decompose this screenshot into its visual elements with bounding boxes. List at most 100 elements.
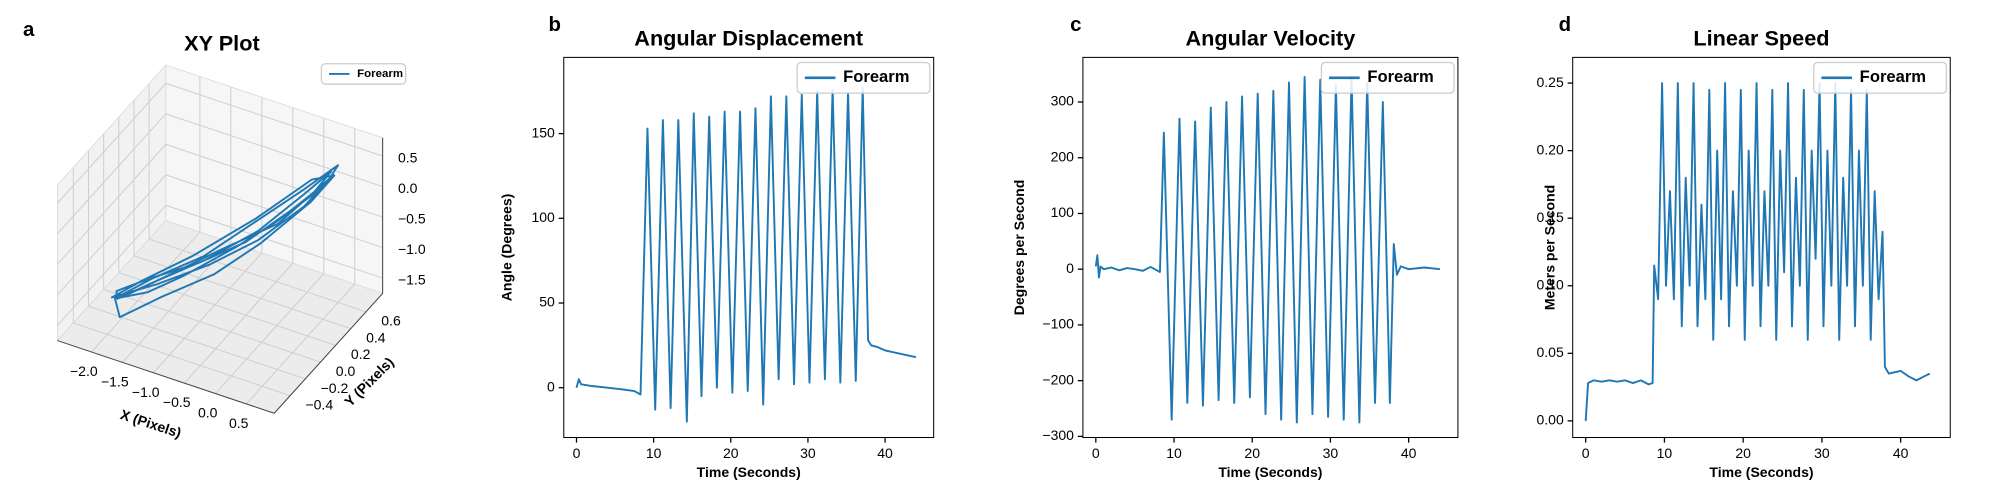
grid-line <box>57 174 167 296</box>
legend-label: Forearm <box>1367 67 1433 86</box>
y-tick-label: 0.4 <box>366 329 386 345</box>
y-tick-label: 50 <box>539 294 555 310</box>
grid-line <box>153 252 263 374</box>
grid-line <box>57 113 167 235</box>
x-tick-label: 0.5 <box>229 415 249 431</box>
plot-frame <box>1082 56 1459 439</box>
x-tick-label: 40 <box>1893 445 1909 461</box>
legend-label: Forearm <box>843 67 909 86</box>
x-tick-label: −2.0 <box>70 363 98 379</box>
panel-label: c <box>1070 14 1081 36</box>
y-tick-label: −0.2 <box>321 380 349 396</box>
x-tick-label: 10 <box>646 445 662 461</box>
y-tick-label: 200 <box>1051 148 1075 164</box>
y-tick-label: 300 <box>1051 93 1075 109</box>
chart-title: Linear Speed <box>1693 25 1829 50</box>
x-axis-label: Time (Seconds) <box>697 464 801 480</box>
x-axis-label: Time (Seconds) <box>1218 464 1322 480</box>
x-tick-label: 20 <box>1244 445 1260 461</box>
z-tick-label: −1.0 <box>398 241 426 257</box>
x-tick-label: −1.0 <box>132 384 160 400</box>
plot-frame <box>563 56 935 439</box>
x-tick-label: 0.0 <box>198 405 218 421</box>
grid-line <box>245 283 356 405</box>
z-tick-label: 0.0 <box>398 180 418 196</box>
x-tick-label: 10 <box>1166 445 1182 461</box>
data-line <box>1584 82 1931 421</box>
y-axis-label: Meters per Second <box>1542 185 1558 310</box>
y-tick-label: −300 <box>1042 427 1074 443</box>
grid-line <box>103 288 321 363</box>
legend-box <box>1813 61 1948 94</box>
grid-line <box>73 322 291 397</box>
grid-line <box>88 305 306 380</box>
x-tick-label: 20 <box>723 445 739 461</box>
x-tick-label: −1.5 <box>101 373 129 389</box>
grid-line <box>165 82 383 157</box>
grid-line <box>57 83 167 204</box>
grid-line <box>165 174 383 249</box>
z-tick-label: −0.5 <box>398 210 426 226</box>
legend-label: Forearm <box>357 68 403 80</box>
y-tick-label: −100 <box>1042 316 1074 332</box>
legend-label: Forearm <box>1860 67 1926 86</box>
data-line <box>575 86 917 423</box>
y-tick-label: 100 <box>1051 204 1075 220</box>
grid-line <box>57 205 167 326</box>
y-tick-label: 0.05 <box>1536 344 1563 360</box>
grid-line <box>165 143 383 218</box>
x-tick-label: 40 <box>1401 445 1417 461</box>
x-axis-label: X (Pixels) <box>118 406 183 441</box>
data-line <box>1094 75 1441 424</box>
panel-label: d <box>1559 14 1571 36</box>
y-tick-label: 0.25 <box>1536 74 1563 90</box>
x-tick-label: 30 <box>1814 445 1830 461</box>
y-tick-label: 0.0 <box>336 363 356 379</box>
x-tick-label: −0.5 <box>163 394 191 410</box>
x-tick-label: 10 <box>1657 445 1673 461</box>
x-tick-label: 30 <box>800 445 816 461</box>
y-tick-label: 0.15 <box>1536 209 1563 225</box>
legend-box <box>1320 61 1455 94</box>
y-tick-label: 0 <box>1066 260 1074 276</box>
y-tick-label: 100 <box>531 209 555 225</box>
grid-line <box>165 204 383 279</box>
z-tick-label: 0.5 <box>398 149 418 165</box>
z-tick-label: −1.5 <box>398 271 426 287</box>
grid-line <box>57 144 167 265</box>
grid-line <box>133 255 351 330</box>
grid-line <box>165 113 383 188</box>
y-tick-label: 0.6 <box>381 313 401 329</box>
axis-line <box>273 293 384 414</box>
grid-line <box>148 238 367 313</box>
y-tick-label: 0.00 <box>1536 412 1563 428</box>
y-axis-label: Angle (Degrees) <box>498 194 514 301</box>
panel-label: a <box>23 19 35 41</box>
legend-box <box>796 61 931 94</box>
x-tick-label: 20 <box>1735 445 1751 461</box>
x-tick-label: 0 <box>573 445 581 461</box>
back-pane <box>165 64 384 294</box>
chart-title: Angular Displacement <box>634 25 863 50</box>
panel-label: b <box>548 14 560 36</box>
x-tick-label: 40 <box>877 445 893 461</box>
x-axis-label: Time (Seconds) <box>1709 464 1813 480</box>
y-tick-label: 0.20 <box>1536 141 1563 157</box>
legend-box <box>320 63 407 85</box>
chart-title: Angular Velocity <box>1186 25 1356 50</box>
x-tick-label: 0 <box>1092 445 1100 461</box>
y-tick-label: 0.10 <box>1536 276 1563 292</box>
x-tick-label: 0 <box>1582 445 1590 461</box>
x-tick-label: 30 <box>1323 445 1339 461</box>
y-axis-label: Degrees per Second <box>1011 180 1027 316</box>
chart-title: XY Plot <box>184 30 259 55</box>
y-tick-label: 0.2 <box>351 346 371 362</box>
y-tick-label: 150 <box>531 124 555 140</box>
grid-line <box>184 262 294 384</box>
y-tick-label: −0.4 <box>305 397 333 413</box>
plot-frame <box>1572 56 1951 439</box>
y-tick-label: −200 <box>1042 371 1074 387</box>
